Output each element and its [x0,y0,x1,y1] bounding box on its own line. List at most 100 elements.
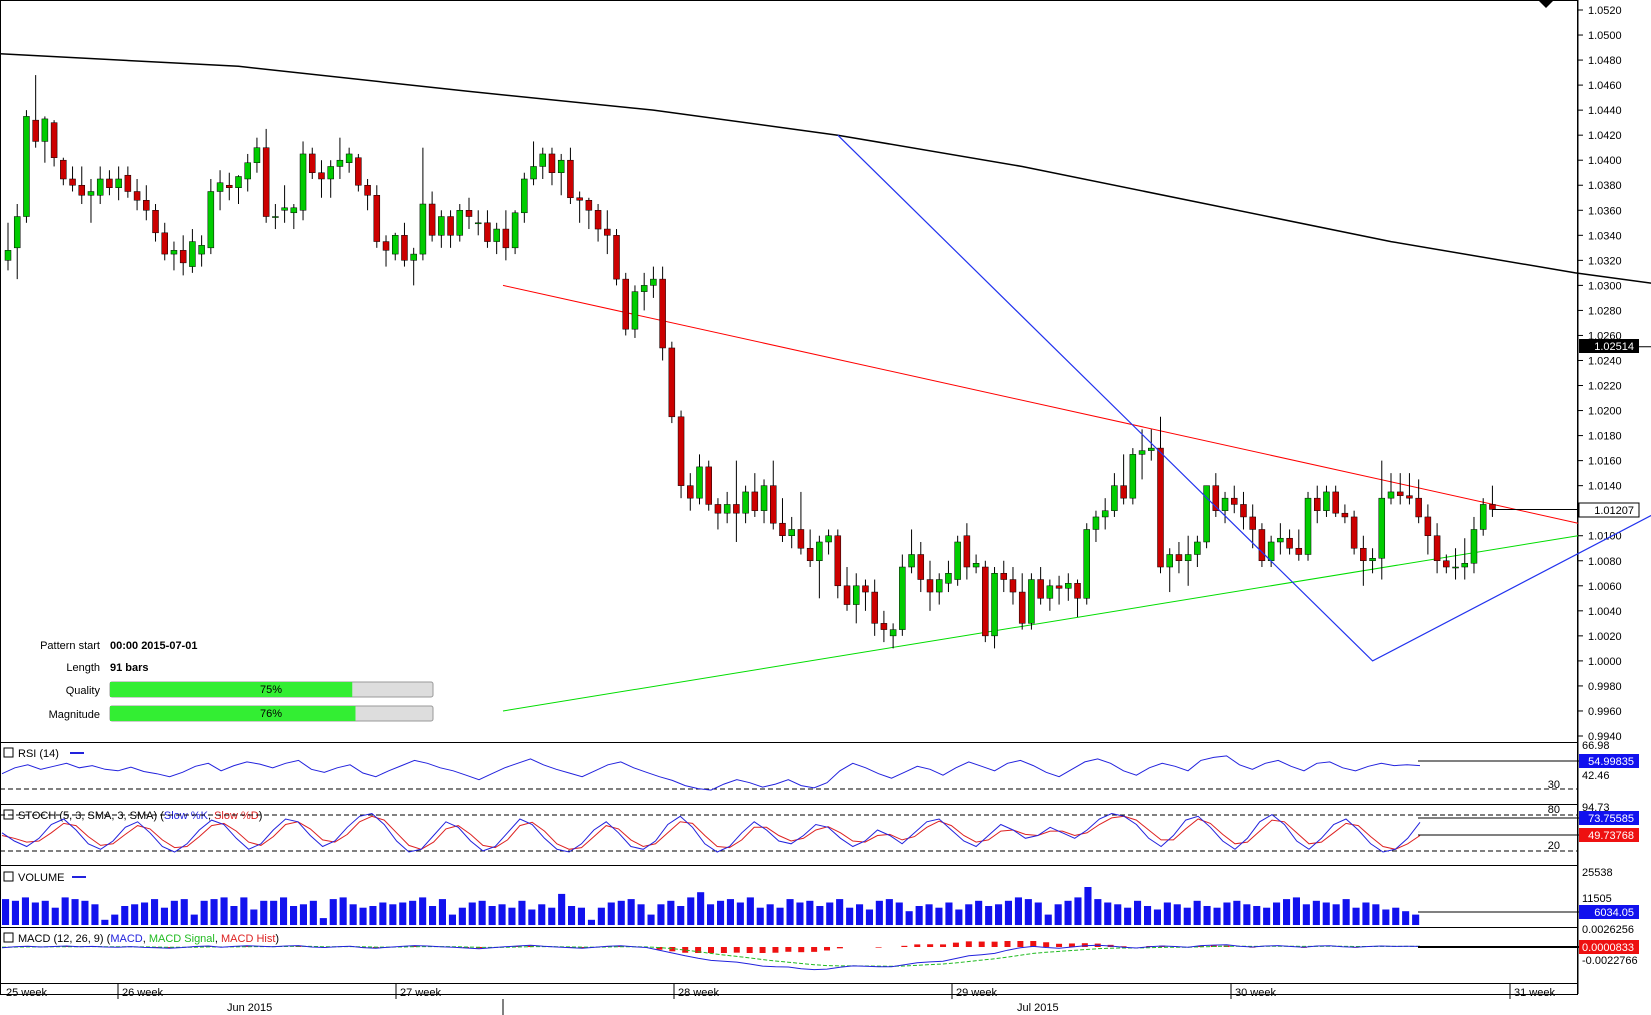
candle [631,285,639,338]
volume-bar [1034,902,1042,925]
volume-last-value: 6034.05 [1594,907,1634,919]
bull-candle-body [1194,541,1201,555]
bear-candle-body [668,347,676,418]
bull-candle-body [742,491,749,514]
pattern-start-label: Pattern start [40,640,100,652]
macd-legend-hist: MACD Hist [221,933,275,945]
candle [23,110,30,223]
price-tick-label: 1.0300 [1588,280,1622,292]
magnitude-label: Magnitude [49,709,100,721]
candle [1369,548,1376,574]
bull-candle-body [816,541,823,562]
volume-bar [746,897,754,925]
candle [539,147,547,179]
bear-candle-body [567,159,574,199]
price-tick-label: 0.9960 [1588,706,1622,718]
bear-candle-body [364,184,371,196]
ma-price-tag: 1.02514 [1579,339,1651,353]
volume-bar [1382,909,1390,925]
volume-bar [488,906,496,925]
bull-candle-body [438,216,445,236]
price-tick-label: 1.0380 [1588,180,1622,192]
rsi-close-icon [3,747,14,758]
price-tick-label: 1.0460 [1588,80,1622,92]
bear-candle-body [622,278,629,330]
volume-bar [11,900,19,925]
bear-candle-body [1175,554,1183,562]
bear-candle-body [179,250,187,264]
bear-candle-body [355,157,362,186]
bear-candle-body [309,153,316,173]
length-label: Length [66,662,100,674]
week-label-28: 28 week [678,987,719,999]
bear-candle-body [1157,447,1164,568]
macd-hist-bar [772,947,779,953]
candle [1304,491,1312,561]
candle [373,185,381,248]
price-tick-label: 1.0360 [1588,205,1622,217]
svg-text:STOCH (5, 3, SMA, 3, SMA) (Slo: STOCH (5, 3, SMA, 3, SMA) (Slow %K, Slow… [18,810,262,822]
candle [419,147,427,261]
candle [336,137,344,179]
svg-text:MACD (12, 26, 9) (MACD, MACD S: MACD (12, 26, 9) (MACD, MACD Signal, MAC… [18,933,279,945]
bear-candle-body [1443,560,1450,568]
candle [1101,498,1109,530]
bear-candle-body [78,184,86,196]
macd-close-icon [3,932,14,943]
candle [935,573,943,605]
candle [576,191,583,223]
volume-bar [647,914,655,925]
candle [843,567,851,611]
volume-close-icon [3,871,14,882]
volume-bar [736,902,744,925]
macd-hist-bar [1120,946,1127,947]
bear-candle-body [1018,591,1026,624]
macd-hist-bar [798,947,805,953]
stoch-panel: STOCH (5, 3, SMA, 3, SMA) (Slow %K, Slow… [0,802,1639,853]
volume-bar [101,919,109,925]
candle [1184,535,1192,586]
volume-bar [1263,907,1271,925]
rsi-scale-top: 66.98 [1582,740,1610,752]
volume-bar [200,900,208,925]
macd-hist-bar [579,947,586,949]
volume-bar [478,900,486,925]
volume-bar [1402,911,1410,925]
volume-bar [935,907,943,925]
volume-bar [985,906,993,925]
volume-bar [151,899,159,925]
volume-bar [1213,907,1221,925]
bear-candle-body [917,554,925,580]
volume-bar [359,907,367,925]
stoch-legend-d: Slow %D [214,810,259,822]
bull-candle-body [1184,554,1192,562]
candle [991,567,998,649]
price-tick-label: 1.0140 [1588,481,1622,493]
zigzag-path [837,134,1651,662]
volume-bar [2,899,10,925]
volume-bar [1283,899,1291,925]
macd-last-value: 0.0000833 [1582,942,1634,954]
scroll-arrow-icon[interactable] [1538,0,1554,8]
time-axis: 25 week 26 week 27 week 28 week 29 week … [6,983,1555,1015]
volume-bar [399,902,407,925]
stoch-d-line [1,815,1421,850]
bull-candle-body [991,573,998,637]
bull-candle-body [419,203,427,255]
candle [1452,548,1459,580]
candle [982,560,989,643]
candle [1083,523,1090,605]
zigzag-pattern [837,134,1651,662]
volume-bar [1342,899,1350,925]
volume-bar [448,914,456,925]
volume-bar [786,899,794,925]
volume-bar [697,892,705,925]
candle [1055,575,1063,605]
bull-candle-body [244,162,251,180]
volume-bar [707,904,715,925]
candle [1424,504,1432,555]
volume-bar [1004,900,1012,925]
macd-line [1,944,1421,971]
bear-candle-body [871,591,878,624]
